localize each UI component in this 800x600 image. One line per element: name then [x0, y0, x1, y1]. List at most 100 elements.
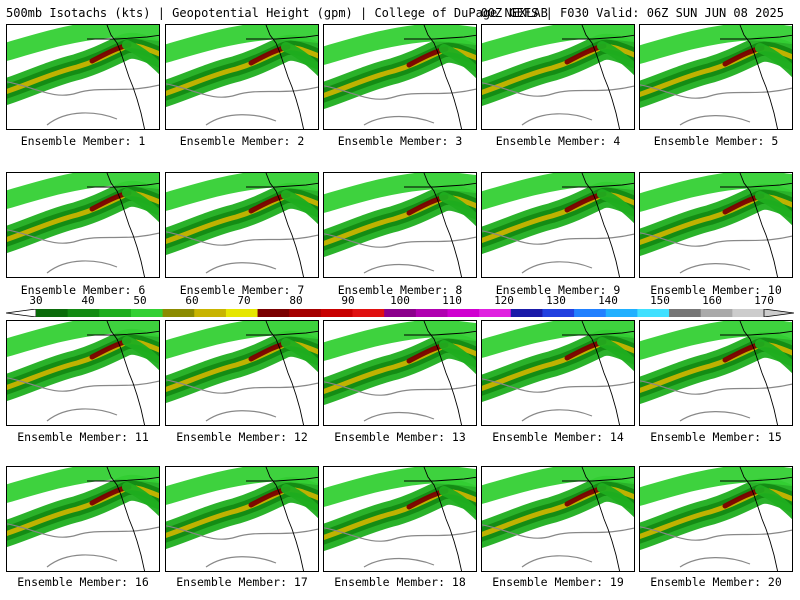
coastline	[87, 476, 159, 482]
colorbar-swatch	[352, 309, 385, 317]
isotach-map	[7, 321, 159, 425]
ensemble-member-label: Ensemble Member: 14	[492, 430, 624, 444]
isotach-map	[166, 25, 318, 129]
ensemble-member-label: Ensemble Member: 11	[17, 430, 149, 444]
height-contour	[363, 411, 435, 422]
ensemble-map-panel	[165, 24, 319, 130]
isotach-band	[166, 173, 318, 211]
height-contour	[482, 82, 634, 97]
ensemble-map-panel	[481, 172, 635, 278]
colorbar-swatch	[732, 309, 765, 317]
isotach-band	[482, 467, 634, 504]
colorbar-swatch	[637, 309, 670, 317]
isotach-colorbar: 30 40 50 60 70 80 90 100 110 120 130 140 150 160 170	[6, 294, 794, 322]
height-contour	[7, 81, 159, 96]
height-contour	[482, 378, 634, 393]
isotach-band	[281, 338, 318, 373]
height-contour	[46, 260, 118, 274]
isotach-map	[166, 321, 318, 425]
colorbar-swatch	[194, 309, 227, 317]
height-contour	[521, 555, 593, 568]
coastline	[404, 182, 476, 188]
isotach-band	[122, 188, 159, 223]
isotach-band	[439, 486, 476, 521]
height-contour	[205, 262, 277, 274]
coastline	[246, 34, 318, 40]
isotach-band	[482, 25, 634, 62]
ensemble-map-panel	[481, 466, 635, 572]
ensemble-map-panel	[323, 466, 477, 572]
isotach-band	[7, 25, 159, 61]
ensemble-map-panel	[6, 320, 160, 426]
colorbar-swatch	[447, 309, 480, 317]
isotach-band	[7, 321, 159, 357]
isotach-band	[640, 321, 792, 360]
colorbar-swatch	[162, 309, 195, 317]
colorbar-tick-label: 160	[702, 294, 722, 307]
isotach-band	[597, 483, 634, 518]
colorbar-swatch	[415, 309, 448, 317]
ensemble-map-panel	[6, 466, 160, 572]
isotach-map	[482, 25, 634, 129]
colorbar-tick-label: 120	[494, 294, 514, 307]
colorbar-swatch	[542, 309, 575, 317]
colorbar-right-arrow	[763, 309, 794, 317]
isotach-map	[7, 25, 159, 129]
coastline	[562, 330, 634, 336]
colorbar-swatch	[289, 309, 322, 317]
height-contour	[521, 113, 593, 126]
ensemble-member-label: Ensemble Member: 4	[495, 134, 621, 148]
coastline	[404, 34, 476, 40]
ensemble-member-label: Ensemble Member: 3	[337, 134, 463, 148]
isotach-map	[482, 173, 634, 277]
colorbar-tick-label: 90	[341, 294, 355, 307]
isotach-band	[755, 191, 792, 226]
isotach-band	[166, 321, 318, 359]
ensemble-map-panel	[639, 466, 793, 572]
coastline	[246, 330, 318, 336]
ensemble-member-label: Ensemble Member: 2	[179, 134, 305, 148]
colorbar-tick-label: 50	[133, 294, 147, 307]
colorbar-tick-label: 150	[650, 294, 670, 307]
ensemble-member-label: Ensemble Member: 7	[179, 283, 305, 297]
isotach-band	[7, 467, 159, 503]
isotach-band	[482, 321, 634, 358]
colorbar-tick-label: 130	[546, 294, 566, 307]
colorbar-swatch	[225, 309, 259, 317]
height-contour	[482, 524, 634, 539]
coastline	[87, 34, 159, 40]
colorbar-swatch	[320, 309, 354, 317]
ensemble-member-label: Ensemble Member: 8	[337, 283, 463, 297]
colorbar-swatch	[36, 309, 69, 317]
isotach-band	[281, 484, 318, 519]
height-contour	[679, 115, 751, 126]
isotach-map	[324, 321, 476, 425]
ensemble-member-label: Ensemble Member: 6	[20, 283, 146, 297]
isotach-band	[755, 43, 792, 78]
height-contour	[46, 408, 118, 422]
header-bar: 500mb Isotachs (kts) | Geopotential Heig…	[0, 0, 800, 24]
colorbar-tick-label: 140	[598, 294, 618, 307]
coastline	[246, 182, 318, 188]
isotach-band	[640, 25, 792, 64]
isotach-band	[281, 42, 318, 77]
coastline	[562, 34, 634, 40]
coastline	[87, 330, 159, 336]
ensemble-map-panel	[323, 172, 477, 278]
isotach-band	[640, 173, 792, 212]
height-contour	[363, 263, 435, 274]
colorbar-tick-label: 70	[237, 294, 251, 307]
coastline	[720, 476, 792, 482]
height-contour	[482, 230, 634, 245]
colorbar-swatch	[384, 309, 417, 317]
ensemble-member-label: Ensemble Member: 12	[176, 430, 308, 444]
ensemble-member-label: Ensemble Member: 17	[176, 575, 308, 589]
isotach-band	[755, 339, 792, 374]
isotach-band	[324, 321, 476, 361]
isotach-band	[755, 485, 792, 520]
isotach-map	[482, 321, 634, 425]
ensemble-map-panel	[639, 24, 793, 130]
isotach-band	[122, 482, 159, 517]
isotach-band	[439, 192, 476, 227]
isotach-band	[122, 336, 159, 371]
